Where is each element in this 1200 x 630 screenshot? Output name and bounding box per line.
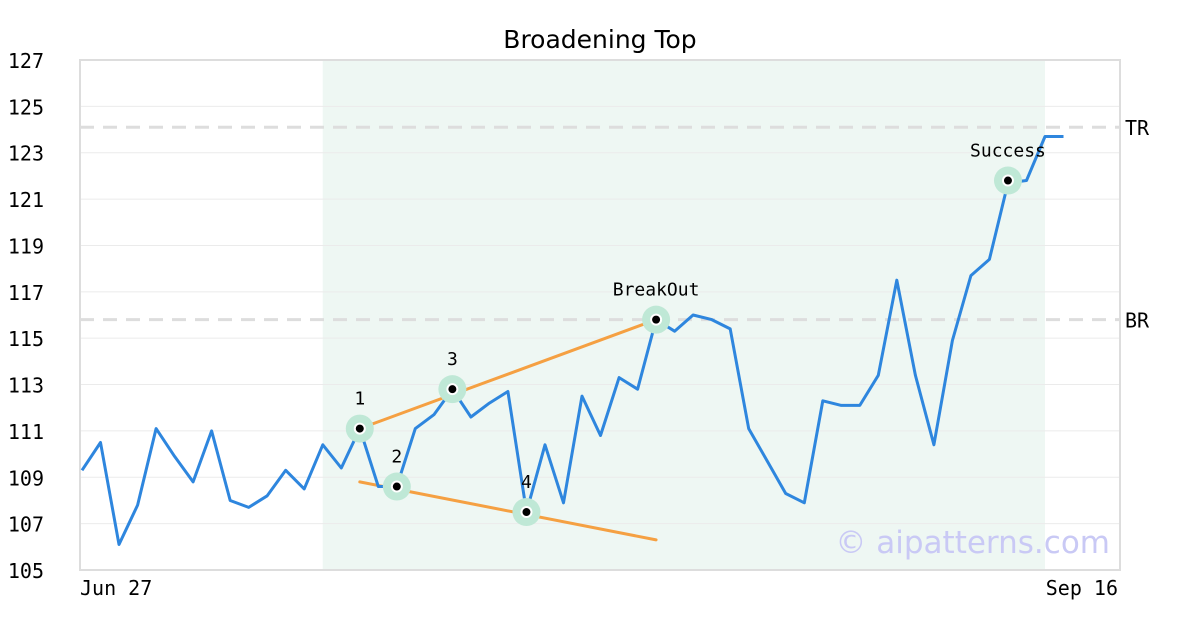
- trendline: [358, 318, 658, 431]
- reference-line-label: BR: [1125, 309, 1150, 333]
- watermark: © aipatterns.com: [835, 525, 1110, 561]
- y-tick-label: 117: [8, 281, 44, 305]
- marker-label: BreakOut: [613, 280, 700, 301]
- y-tick-label: 119: [8, 234, 44, 258]
- marker-label: 4: [521, 472, 532, 493]
- y-tick-label: 105: [8, 559, 44, 583]
- marker-point: [520, 506, 533, 519]
- y-grid: [80, 59, 1120, 571]
- shaded-region-rect: [322, 60, 1045, 570]
- x-axis-tick-labels: Jun 27 Sep 16: [80, 576, 1118, 600]
- x-tick-label: Jun 27: [80, 576, 152, 600]
- y-tick-label: 125: [8, 95, 44, 119]
- reference-line-label: TR: [1125, 116, 1150, 140]
- y-tick-label: 109: [8, 466, 44, 490]
- reference-lines: TR BR: [80, 116, 1150, 333]
- y-tick-label: 115: [8, 327, 44, 351]
- x-tick-label: Sep 16: [1046, 576, 1118, 600]
- plot-frame: [79, 59, 1121, 571]
- marker-point: [390, 480, 403, 493]
- y-tick-label: 127: [8, 49, 44, 73]
- marker-point: [650, 313, 663, 326]
- marker-label: 3: [447, 349, 458, 370]
- marker-label: 2: [391, 447, 402, 468]
- y-tick-label: 121: [8, 188, 44, 212]
- marker-point: [446, 383, 459, 396]
- marker-label: Success: [970, 141, 1046, 162]
- y-tick-label: 111: [8, 420, 44, 444]
- y-tick-label: 107: [8, 513, 44, 537]
- marker-label: 1: [354, 389, 365, 410]
- y-tick-label: 113: [8, 374, 44, 398]
- marker-point: [1001, 174, 1014, 187]
- shaded-pattern-region: [322, 60, 1045, 570]
- y-tick-label: 123: [8, 142, 44, 166]
- price-series-line: [80, 135, 1064, 546]
- chart-title: Broadening Top: [503, 25, 696, 54]
- y-axis-tick-labels: 105 107 109 111 113 115 117 119 121 123 125 127: [8, 49, 44, 583]
- pattern-markers: 1 2 3 4 BreakOut Success: [345, 141, 1046, 527]
- marker-point: [353, 422, 366, 435]
